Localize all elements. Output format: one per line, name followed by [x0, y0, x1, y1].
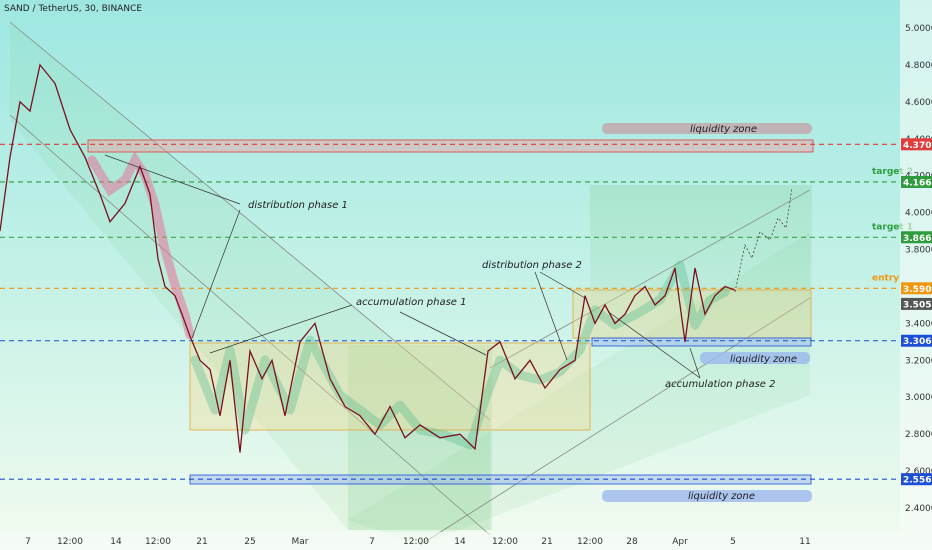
- x-tick-label: Mar: [292, 537, 309, 547]
- price-tag-box: [901, 282, 932, 295]
- chart-title: SAND / TetherUS, 30, BINANCE: [4, 4, 142, 14]
- price-tag-box: [901, 297, 932, 310]
- x-tick-label: 7: [25, 537, 31, 547]
- projected-path: [734, 187, 793, 293]
- y-tick-label: 2.4000: [905, 504, 932, 514]
- liquidity-box-upper: [591, 337, 812, 347]
- price-tag-label: 2.5560: [903, 476, 932, 486]
- x-tick-label: Apr: [672, 537, 688, 547]
- x-tick-label: 12:00: [492, 537, 518, 547]
- x-tick-label: 14: [454, 537, 466, 547]
- y-tick-label: 3.8000: [905, 246, 932, 256]
- level-name-label: target 2: [872, 167, 913, 177]
- price-tag-label: 3.5055: [903, 300, 932, 310]
- level-lines: target 2 target 1 entry: [0, 143, 913, 480]
- price-tags: 4.3700 4.1660 3.8665 3.5900 3.5055 3.3060 2.55…: [901, 138, 932, 486]
- annotation-arrows: [104, 154, 701, 379]
- level-name-label: entry: [872, 273, 899, 283]
- liquidity-pill-top: [602, 123, 812, 134]
- liquidity-zone-label-top: liquidity zone: [690, 124, 757, 135]
- descending-channel-lower: [9, 114, 491, 536]
- price-tag-label: 3.5900: [903, 285, 932, 295]
- price-tag-box: [901, 334, 932, 347]
- liquidity-zone-label-bottom: liquidity zone: [688, 491, 755, 502]
- distribution-zone-red: [87, 139, 814, 153]
- y-tick-label: 2.8000: [905, 430, 932, 440]
- x-tick-label: 12:00: [57, 537, 83, 547]
- accumulation-box-1: [189, 342, 591, 431]
- accumulation-box-2: [572, 289, 812, 339]
- y-tick-label: 3.2000: [905, 356, 932, 366]
- y-tick-label: 4.8000: [905, 61, 932, 71]
- price-tag-box: [901, 473, 932, 486]
- x-tick-label: 12:00: [577, 537, 603, 547]
- x-tick-label: 7: [369, 537, 375, 547]
- x-tick-label: 11: [799, 537, 810, 547]
- descending-channel-fill: [10, 22, 490, 530]
- descending-channel-upper: [9, 21, 491, 421]
- price-tag-box: [901, 231, 932, 244]
- x-tick-label: 12:00: [145, 537, 171, 547]
- price-tag-label: 3.8665: [903, 234, 932, 244]
- x-tick-label: 21: [541, 537, 552, 547]
- y-tick-label: 4.6000: [905, 98, 932, 108]
- price-tag-box: [901, 138, 932, 151]
- projection-area: [590, 185, 812, 340]
- price-series-line: [0, 63, 736, 453]
- x-tick-label: 21: [196, 537, 207, 547]
- level-name-label: target 1: [872, 222, 913, 232]
- x-tick-label: 14: [110, 537, 122, 547]
- shaded-column: [348, 345, 492, 530]
- x-axis-ticks: 7 12:00 14 12:00 21 25 Mar 7 12:00 14 12:00 21 12:00…: [25, 537, 811, 547]
- annotation-distribution-1: distribution phase 1: [248, 200, 348, 211]
- liquidity-pill-mid: [700, 352, 810, 364]
- distribution-highlight: [87, 151, 195, 340]
- x-tick-label: 28: [626, 537, 638, 547]
- y-tick-label: 3.0000: [905, 393, 932, 403]
- y-tick-label: 4.0000: [905, 209, 932, 219]
- price-tag-label: 3.3060: [903, 337, 932, 347]
- liquidity-zone-label-mid: liquidity zone: [730, 354, 797, 365]
- time-axis-panel: [0, 532, 900, 550]
- y-tick-label: 3.4000: [905, 319, 932, 329]
- x-tick-label: 5: [730, 537, 736, 547]
- y-tick-label: 5.0000: [905, 24, 932, 34]
- annotation-distribution-2: distribution phase 2: [482, 260, 582, 271]
- liquidity-pill-bottom: [602, 490, 812, 502]
- x-tick-label: 12:00: [403, 537, 429, 547]
- price-tag-label: 4.3700: [903, 141, 932, 151]
- annotation-accumulation-1: accumulation phase 1: [356, 297, 467, 308]
- price-tag-label: 4.1660: [903, 178, 932, 188]
- price-tag-box: [901, 175, 932, 188]
- x-tick-label: 25: [244, 537, 255, 547]
- y-tick-label: 2.6000: [905, 467, 932, 477]
- price-axis-panel: [900, 0, 932, 550]
- annotation-accumulation-2: accumulation phase 2: [665, 379, 776, 390]
